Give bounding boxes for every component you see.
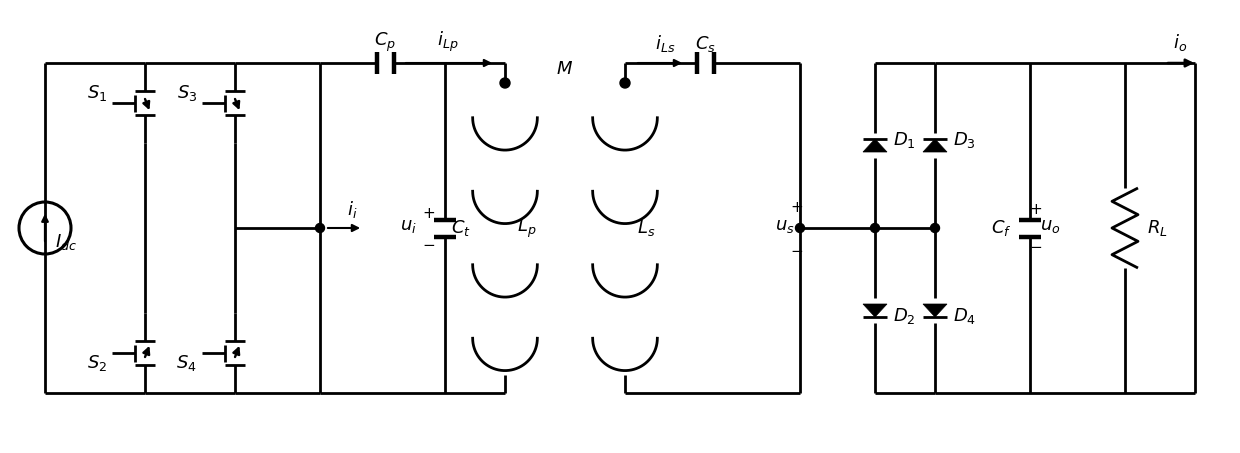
Text: $D_3$: $D_3$ bbox=[954, 130, 976, 150]
Text: +: + bbox=[1029, 202, 1043, 217]
Text: $u_s$: $u_s$ bbox=[775, 217, 795, 235]
Text: $R_L$: $R_L$ bbox=[1147, 218, 1168, 238]
Polygon shape bbox=[923, 139, 947, 152]
Text: $C_f$: $C_f$ bbox=[992, 218, 1012, 238]
Text: $C_t$: $C_t$ bbox=[451, 218, 471, 238]
Text: $D_2$: $D_2$ bbox=[893, 305, 915, 326]
Text: $S_1$: $S_1$ bbox=[87, 83, 107, 103]
Text: $L_s$: $L_s$ bbox=[637, 218, 656, 238]
Circle shape bbox=[315, 223, 325, 232]
Text: $i_{Lp}$: $i_{Lp}$ bbox=[436, 30, 459, 54]
Text: $-$: $-$ bbox=[790, 242, 804, 257]
Text: $-$: $-$ bbox=[423, 236, 435, 251]
Text: $C_s$: $C_s$ bbox=[694, 34, 715, 54]
Circle shape bbox=[930, 223, 940, 232]
Text: $i_i$: $i_i$ bbox=[347, 199, 357, 220]
Text: $M$: $M$ bbox=[557, 60, 574, 78]
Text: $u_o$: $u_o$ bbox=[1040, 217, 1060, 235]
Circle shape bbox=[620, 78, 630, 88]
Polygon shape bbox=[923, 304, 947, 317]
Polygon shape bbox=[863, 139, 887, 152]
Polygon shape bbox=[863, 304, 887, 317]
Circle shape bbox=[500, 78, 510, 88]
Text: +: + bbox=[791, 201, 804, 216]
Circle shape bbox=[870, 223, 879, 232]
Text: $I_{dc}$: $I_{dc}$ bbox=[55, 232, 77, 252]
Text: $C_p$: $C_p$ bbox=[374, 31, 396, 54]
Text: +: + bbox=[423, 206, 435, 221]
Text: $L_p$: $L_p$ bbox=[517, 217, 537, 240]
Text: $-$: $-$ bbox=[1029, 238, 1043, 254]
Text: $u_i$: $u_i$ bbox=[401, 217, 417, 235]
Circle shape bbox=[796, 223, 805, 232]
Text: $D_1$: $D_1$ bbox=[893, 130, 915, 150]
Text: $S_2$: $S_2$ bbox=[87, 353, 107, 373]
Text: $S_4$: $S_4$ bbox=[176, 353, 197, 373]
Text: $S_3$: $S_3$ bbox=[176, 83, 197, 103]
Text: $i_{Ls}$: $i_{Ls}$ bbox=[655, 33, 675, 54]
Text: $D_4$: $D_4$ bbox=[954, 305, 976, 326]
Text: $i_o$: $i_o$ bbox=[1173, 32, 1187, 53]
